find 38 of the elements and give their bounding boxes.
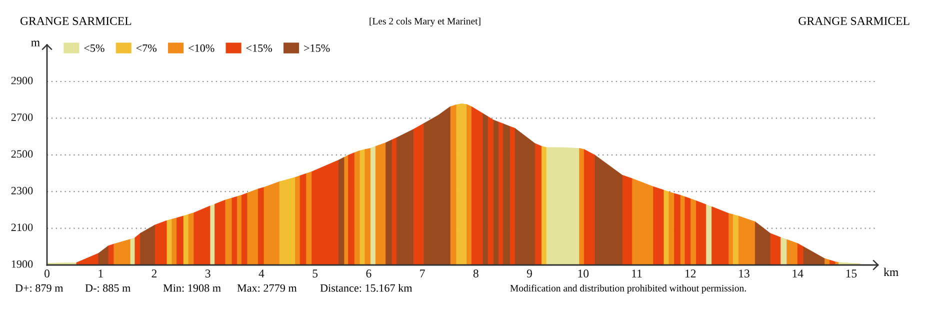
x-tick-label: 10 — [578, 270, 589, 278]
x-tick-label: 6 — [366, 270, 372, 278]
x-tick-label: 5 — [312, 270, 318, 278]
x-axis-title: km — [884, 268, 898, 276]
text: D+: 879 m — [15, 284, 64, 292]
x-tick-label: 0 — [44, 270, 50, 278]
x-tick-label: 2 — [152, 270, 157, 278]
text: Min: 1908 m — [163, 284, 221, 292]
text: D-: 885 m — [85, 284, 130, 292]
x-tick-label: 13 — [739, 270, 750, 278]
x-tick-label: 14 — [792, 270, 804, 278]
text: GRANGE SARMICEL — [20, 17, 132, 25]
y-tick-label: 1900 — [12, 260, 33, 268]
x-tick-label: 4 — [258, 270, 264, 278]
y-tick-label: 2300 — [11, 186, 33, 194]
legend-label: <10% — [188, 44, 214, 52]
x-tick-label: 11 — [632, 270, 642, 278]
legend-label: <15% — [246, 44, 272, 52]
text: Modification and distribution prohibited without permission. — [510, 284, 746, 294]
x-tick-label: 3 — [205, 270, 210, 278]
x-tick-label: 15 — [846, 270, 857, 278]
legend-label: <7% — [136, 44, 157, 52]
chart-title: [Les 2 cols Mary et Marinet] — [370, 18, 480, 26]
y-tick-label: 2900 — [11, 76, 33, 84]
x-tick-label: 9 — [526, 270, 532, 278]
y-tick-label: 2100 — [11, 224, 33, 232]
x-tick-label: 7 — [420, 270, 425, 278]
legend-label: >15% — [304, 44, 330, 52]
legend-label: <5% — [84, 44, 104, 52]
text: GRANGE SARMICEL — [798, 17, 910, 25]
x-tick-label: 1 — [98, 270, 103, 278]
y-tick-label: 2500 — [11, 150, 33, 158]
x-tick-label: 12 — [685, 270, 696, 278]
y-axis-title: m — [31, 40, 40, 46]
text: Distance: 15.167 km — [320, 284, 412, 292]
x-tick-label: 8 — [473, 270, 478, 278]
text: Max: 2779 m — [237, 284, 297, 292]
y-tick-label: 2700 — [11, 113, 33, 121]
